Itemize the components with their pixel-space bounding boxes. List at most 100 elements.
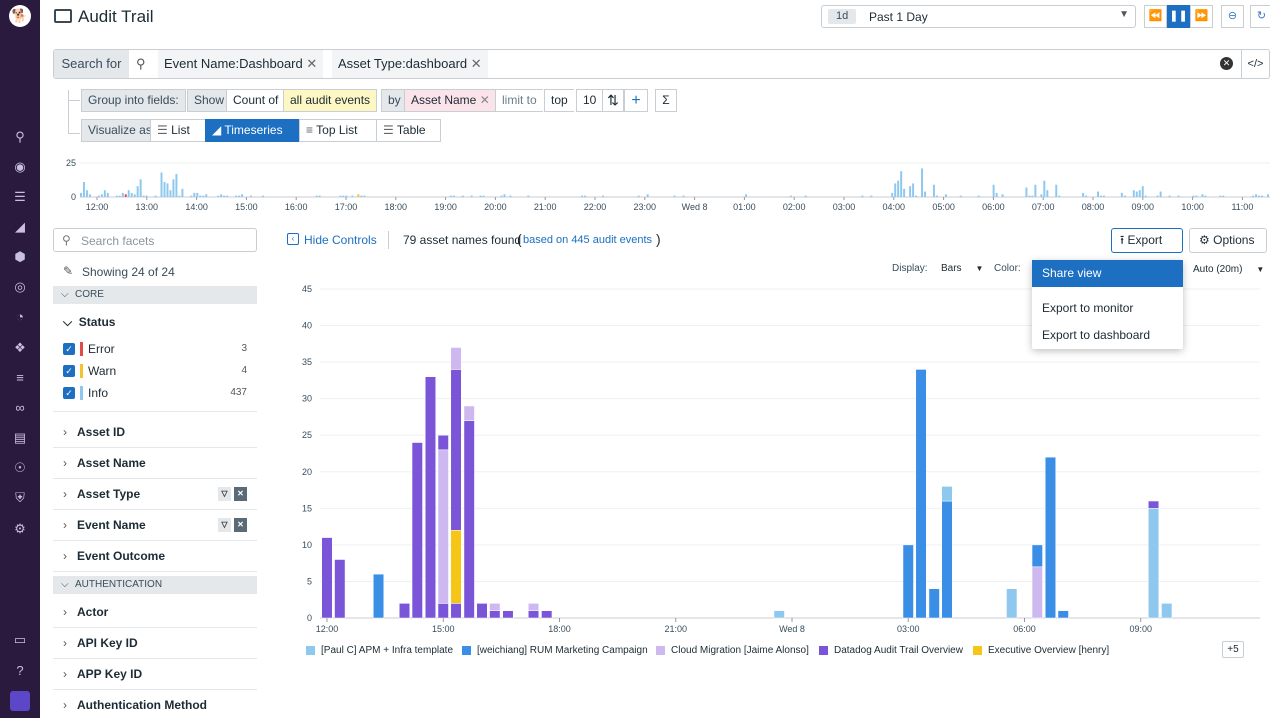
chart-bar-segment[interactable] xyxy=(502,610,514,619)
settings-icon[interactable]: ⚙ xyxy=(14,521,26,536)
chart-bar-segment[interactable] xyxy=(489,610,501,619)
chart-bar-segment[interactable] xyxy=(1031,544,1043,568)
export-button[interactable]: ⭱ Export xyxy=(1111,228,1183,253)
chart-bar-segment[interactable] xyxy=(528,603,540,611)
checkbox-checked-icon[interactable]: ✓ xyxy=(63,387,75,399)
chart-bar-segment[interactable] xyxy=(334,559,346,619)
chart-bar-segment[interactable] xyxy=(773,610,785,619)
network-icon[interactable]: ∞ xyxy=(15,400,25,415)
search-icon[interactable]: ⚲ xyxy=(15,129,25,144)
list-icon[interactable]: ☰ xyxy=(14,189,26,204)
hide-controls-icon[interactable]: ‹ xyxy=(287,233,299,245)
integrations-icon[interactable]: ❖ xyxy=(14,340,26,355)
close-icon[interactable]: ✕ xyxy=(306,56,318,71)
close-icon[interactable]: ✕ xyxy=(479,93,490,107)
viz-option-list[interactable]: ☰ List xyxy=(150,119,206,142)
overview-histogram[interactable]: 25 0 12:00 13:00 14:00 15:00 16:00 17:00 18:00 19… xyxy=(60,155,1270,215)
sort-icon[interactable]: ⇅ xyxy=(602,89,624,112)
chart-bar-segment[interactable] xyxy=(450,369,462,531)
apm-icon[interactable]: ◔ xyxy=(16,309,24,324)
infrastructure-icon[interactable]: ⬢ xyxy=(14,249,26,264)
help-icon[interactable]: ? xyxy=(16,663,24,678)
based-on-link[interactable]: based on 445 audit events xyxy=(523,234,653,246)
facet-app-key-id[interactable]: › APP Key ID xyxy=(53,659,257,690)
chart-bar-segment[interactable] xyxy=(450,603,462,619)
facet-asset-type[interactable]: › Asset Type ▽ ✕ xyxy=(53,479,257,510)
facet-search-input[interactable]: ⚲ Search facets xyxy=(53,228,257,252)
menu-item-export-dashboard[interactable]: Export to dashboard xyxy=(1042,328,1151,342)
count-of-select[interactable]: Count of xyxy=(226,89,285,112)
status-facet-header[interactable]: ⌵ Status xyxy=(63,315,115,330)
monitors-icon[interactable]: ◎ xyxy=(14,279,26,294)
pause-icon[interactable]: ❚❚ xyxy=(1167,5,1190,28)
facet-asset-name[interactable]: › Asset Name xyxy=(53,448,257,479)
filter-icon[interactable]: ▽ xyxy=(218,487,231,501)
section-authentication[interactable]: ⌵ AUTHENTICATION xyxy=(53,576,257,594)
status-error[interactable]: ✓ Error 3 xyxy=(63,340,247,358)
chart-bar-segment[interactable] xyxy=(463,420,475,619)
group-by-field[interactable]: Asset Name ✕ xyxy=(404,89,496,112)
legend-item[interactable]: Executive Overview [henry] xyxy=(973,644,1109,657)
chart-bar-segment[interactable] xyxy=(902,544,914,619)
datadog-logo-icon[interactable]: 🐕 xyxy=(9,5,31,27)
chart-bar-segment[interactable] xyxy=(1148,500,1160,509)
chart-bar-segment[interactable] xyxy=(541,610,553,619)
filter-icon[interactable]: ▽ xyxy=(218,518,231,532)
checkbox-checked-icon[interactable]: ✓ xyxy=(63,343,75,355)
chart-bar-segment[interactable] xyxy=(489,603,501,611)
legend-item[interactable]: [Paul C] APM + Infra template xyxy=(306,644,453,657)
rewind-icon[interactable]: ⏪ xyxy=(1144,5,1167,28)
add-icon[interactable]: + xyxy=(624,89,648,112)
chart-icon[interactable]: ◢ xyxy=(15,219,25,234)
chart-bar-segment[interactable] xyxy=(450,530,462,604)
chat-icon[interactable]: ▭ xyxy=(13,632,27,647)
chart-bar-segment[interactable] xyxy=(450,347,462,370)
hide-controls-link[interactable]: Hide Controls xyxy=(304,233,377,247)
timeseries-chart[interactable]: 0 5 10 15 20 25 30 35 40 45 12:00 15:00 18:00 21:00 We… xyxy=(290,280,1265,640)
display-select[interactable]: Bars ▼ xyxy=(941,263,983,274)
menu-item-export-monitor[interactable]: Export to monitor xyxy=(1042,301,1134,315)
search-bar[interactable]: Search for ⚲ Event Name:Dashboard ✕ Asse… xyxy=(53,49,1270,79)
chart-bar-segment[interactable] xyxy=(476,603,488,619)
limit-value-input[interactable]: 10 xyxy=(576,89,603,112)
facet-asset-id[interactable]: › Asset ID xyxy=(53,417,257,448)
search-chip-event-name[interactable]: Event Name:Dashboard ✕ xyxy=(158,50,324,78)
facet-actor[interactable]: › Actor xyxy=(53,597,257,628)
chart-bar-segment[interactable] xyxy=(928,588,940,619)
clear-search-icon[interactable]: ✕ xyxy=(1220,57,1233,70)
forward-icon[interactable]: ⏩ xyxy=(1190,5,1213,28)
legend-item[interactable]: Cloud Migration [Jaime Alonso] xyxy=(656,644,809,657)
measure-select[interactable]: all audit events xyxy=(283,89,378,112)
close-icon[interactable]: ✕ xyxy=(470,56,482,71)
facet-event-name[interactable]: › Event Name ▽ ✕ xyxy=(53,510,257,541)
viz-option-timeseries[interactable]: ◢ Timeseries xyxy=(205,119,300,142)
legend-item[interactable]: [weichiang] RUM Marketing Campaign xyxy=(462,644,648,657)
chart-bar-segment[interactable] xyxy=(424,376,436,619)
search-chip-asset-type[interactable]: Asset Type:dashboard ✕ xyxy=(332,50,488,78)
chart-bar-segment[interactable] xyxy=(463,405,475,421)
chart-bar-segment[interactable] xyxy=(528,610,540,619)
chart-bar-segment[interactable] xyxy=(321,537,333,619)
checkbox-checked-icon[interactable]: ✓ xyxy=(63,365,75,377)
security-icon[interactable]: ⛨ xyxy=(15,490,25,505)
time-picker[interactable]: 1d Past 1 Day ▼ xyxy=(821,5,1136,28)
rum-icon[interactable]: ☉ xyxy=(14,460,26,475)
facet-event-outcome[interactable]: › Event Outcome xyxy=(53,541,257,572)
viz-option-top-list[interactable]: ≡ Top List xyxy=(299,119,377,142)
chart-bar-segment[interactable] xyxy=(1161,603,1173,619)
chart-bar-segment[interactable] xyxy=(1006,588,1018,619)
logs-icon[interactable]: ≡ xyxy=(16,370,24,385)
pencil-icon[interactable]: ✎ xyxy=(63,264,74,278)
options-button[interactable]: ⚙ Options xyxy=(1189,228,1267,253)
clear-filter-icon[interactable]: ✕ xyxy=(234,487,247,501)
chart-bar-segment[interactable] xyxy=(1044,456,1056,619)
chart-bar-segment[interactable] xyxy=(399,603,410,619)
binoculars-icon[interactable]: ◉ xyxy=(14,159,26,174)
chart-bar-segment[interactable] xyxy=(437,434,449,451)
facet-api-key-id[interactable]: › API Key ID xyxy=(53,628,257,659)
status-info[interactable]: ✓ Info 437 xyxy=(63,384,247,402)
rollup-select[interactable]: Auto (20m) ▼ xyxy=(1193,264,1264,275)
chart-bar-segment[interactable] xyxy=(437,603,449,619)
facet-authentication-method[interactable]: › Authentication Method xyxy=(53,690,257,721)
chart-bar-segment[interactable] xyxy=(1057,610,1069,619)
